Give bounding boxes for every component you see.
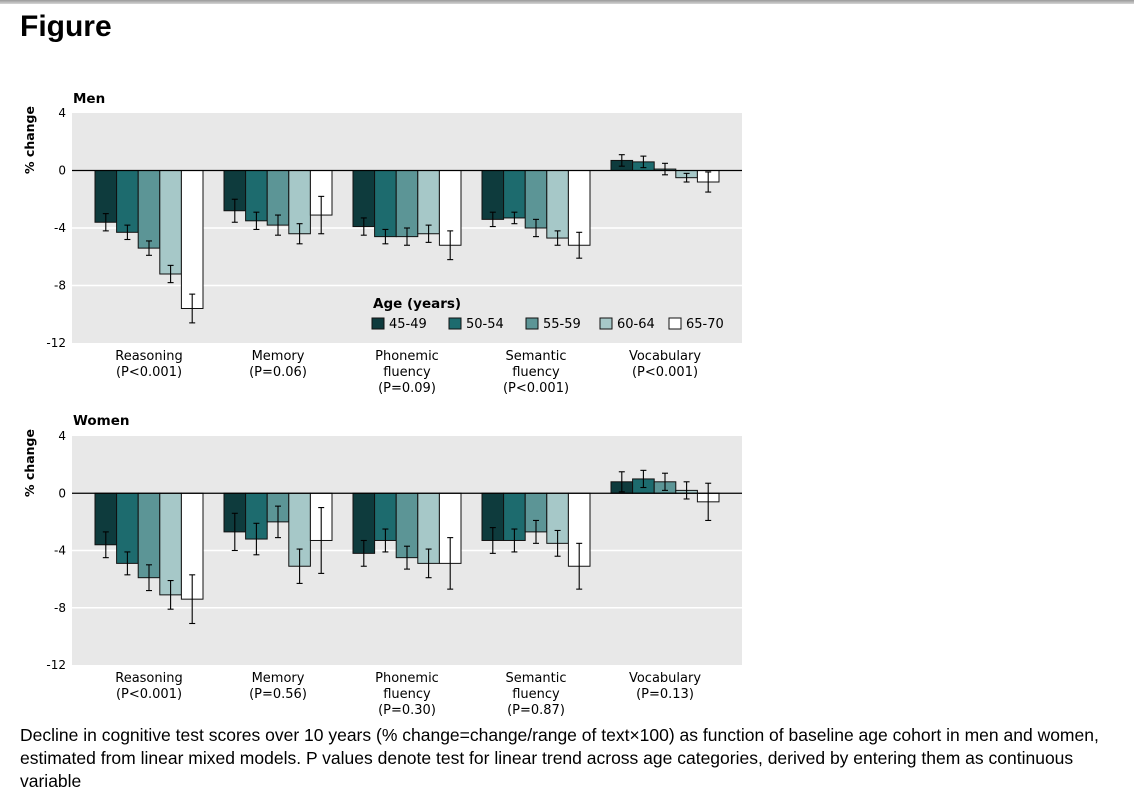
women-ytick-label: 4 bbox=[58, 429, 66, 443]
legend-label-65-70: 65-70 bbox=[686, 317, 724, 332]
legend-label-45-49: 45-49 bbox=[389, 317, 427, 332]
men-bar-60-64 bbox=[546, 170, 569, 239]
legend-swatch-45-49 bbox=[371, 317, 385, 330]
legend-label-55-59: 55-59 bbox=[543, 317, 581, 332]
figure-caption: Decline in cognitive test scores over 10… bbox=[20, 725, 1099, 791]
women-category-label: fluency bbox=[383, 687, 431, 702]
legend-label-50-54: 50-54 bbox=[466, 317, 504, 332]
women-category-label: Memory bbox=[252, 671, 305, 686]
women-category-pvalue: (P=0.30) bbox=[378, 703, 436, 718]
women-category-label: Semantic bbox=[506, 671, 567, 686]
women-ytick-label: 0 bbox=[58, 486, 66, 500]
men-category-label: Semantic bbox=[506, 349, 567, 364]
women-category-pvalue: (P=0.13) bbox=[636, 687, 694, 702]
men-ytick-label: 4 bbox=[58, 106, 66, 120]
women-category-label: Reasoning bbox=[115, 671, 182, 686]
women-bar-60-64 bbox=[159, 492, 182, 596]
men-category-label: Reasoning bbox=[115, 349, 182, 364]
legend-swatch-55-59 bbox=[525, 317, 539, 330]
women-y-axis-label: % change bbox=[22, 429, 37, 497]
women-category-label: Vocabulary bbox=[629, 671, 701, 686]
men-category-pvalue: (P<0.001) bbox=[116, 365, 182, 380]
women-ytick-label: -12 bbox=[46, 658, 66, 672]
men-category-pvalue: (P<0.001) bbox=[632, 365, 698, 380]
men-category-label: fluency bbox=[383, 365, 431, 380]
women-category-pvalue: (P=0.56) bbox=[249, 687, 307, 702]
men-ytick-label: -8 bbox=[54, 279, 66, 293]
women-ytick-label: -4 bbox=[54, 544, 66, 558]
legend-title: Age (years) bbox=[373, 296, 461, 312]
men-category-pvalue: (P=0.06) bbox=[249, 365, 307, 380]
men-bar-60-64 bbox=[159, 170, 182, 275]
men-bar-65-70 bbox=[180, 170, 204, 309]
men-bar-60-64 bbox=[417, 170, 440, 235]
men-bar-50-54 bbox=[116, 170, 139, 233]
women-category-pvalue: (P<0.001) bbox=[116, 687, 182, 702]
men-bar-55-59 bbox=[395, 170, 419, 238]
legend-swatch-60-64 bbox=[599, 317, 613, 330]
men-y-axis-label: % change bbox=[22, 106, 37, 174]
men-category-label: fluency bbox=[512, 365, 560, 380]
men-bar-50-54 bbox=[503, 170, 526, 219]
men-category-pvalue: (P<0.001) bbox=[503, 381, 569, 396]
legend-label-60-64: 60-64 bbox=[617, 317, 655, 332]
men-category-label: Vocabulary bbox=[629, 349, 701, 364]
men-ytick-label: 0 bbox=[58, 164, 66, 178]
legend-swatch-50-54 bbox=[448, 317, 462, 330]
men-ytick-label: -4 bbox=[54, 221, 66, 235]
top-rule bbox=[0, 0, 1134, 4]
legend-swatch-65-70 bbox=[668, 317, 682, 330]
men-category-label: Memory bbox=[252, 349, 305, 364]
women-category-label: Phonemic bbox=[375, 671, 439, 686]
men-category-pvalue: (P=0.09) bbox=[378, 381, 436, 396]
women-category-pvalue: (P=0.87) bbox=[507, 703, 565, 718]
men-bar-55-59 bbox=[137, 170, 161, 249]
figure-chart: 40-4-8-12% changeMenReasoning(P<0.001)Me… bbox=[22, 91, 742, 718]
page-title: Figure bbox=[20, 10, 112, 43]
women-panel-title: Women bbox=[73, 413, 130, 429]
men-panel-title: Men bbox=[73, 91, 105, 107]
men-bar-50-54 bbox=[374, 170, 397, 238]
men-category-label: Phonemic bbox=[375, 349, 439, 364]
women-category-label: fluency bbox=[512, 687, 560, 702]
women-ytick-label: -8 bbox=[54, 601, 66, 615]
men-ytick-label: -12 bbox=[46, 336, 66, 350]
